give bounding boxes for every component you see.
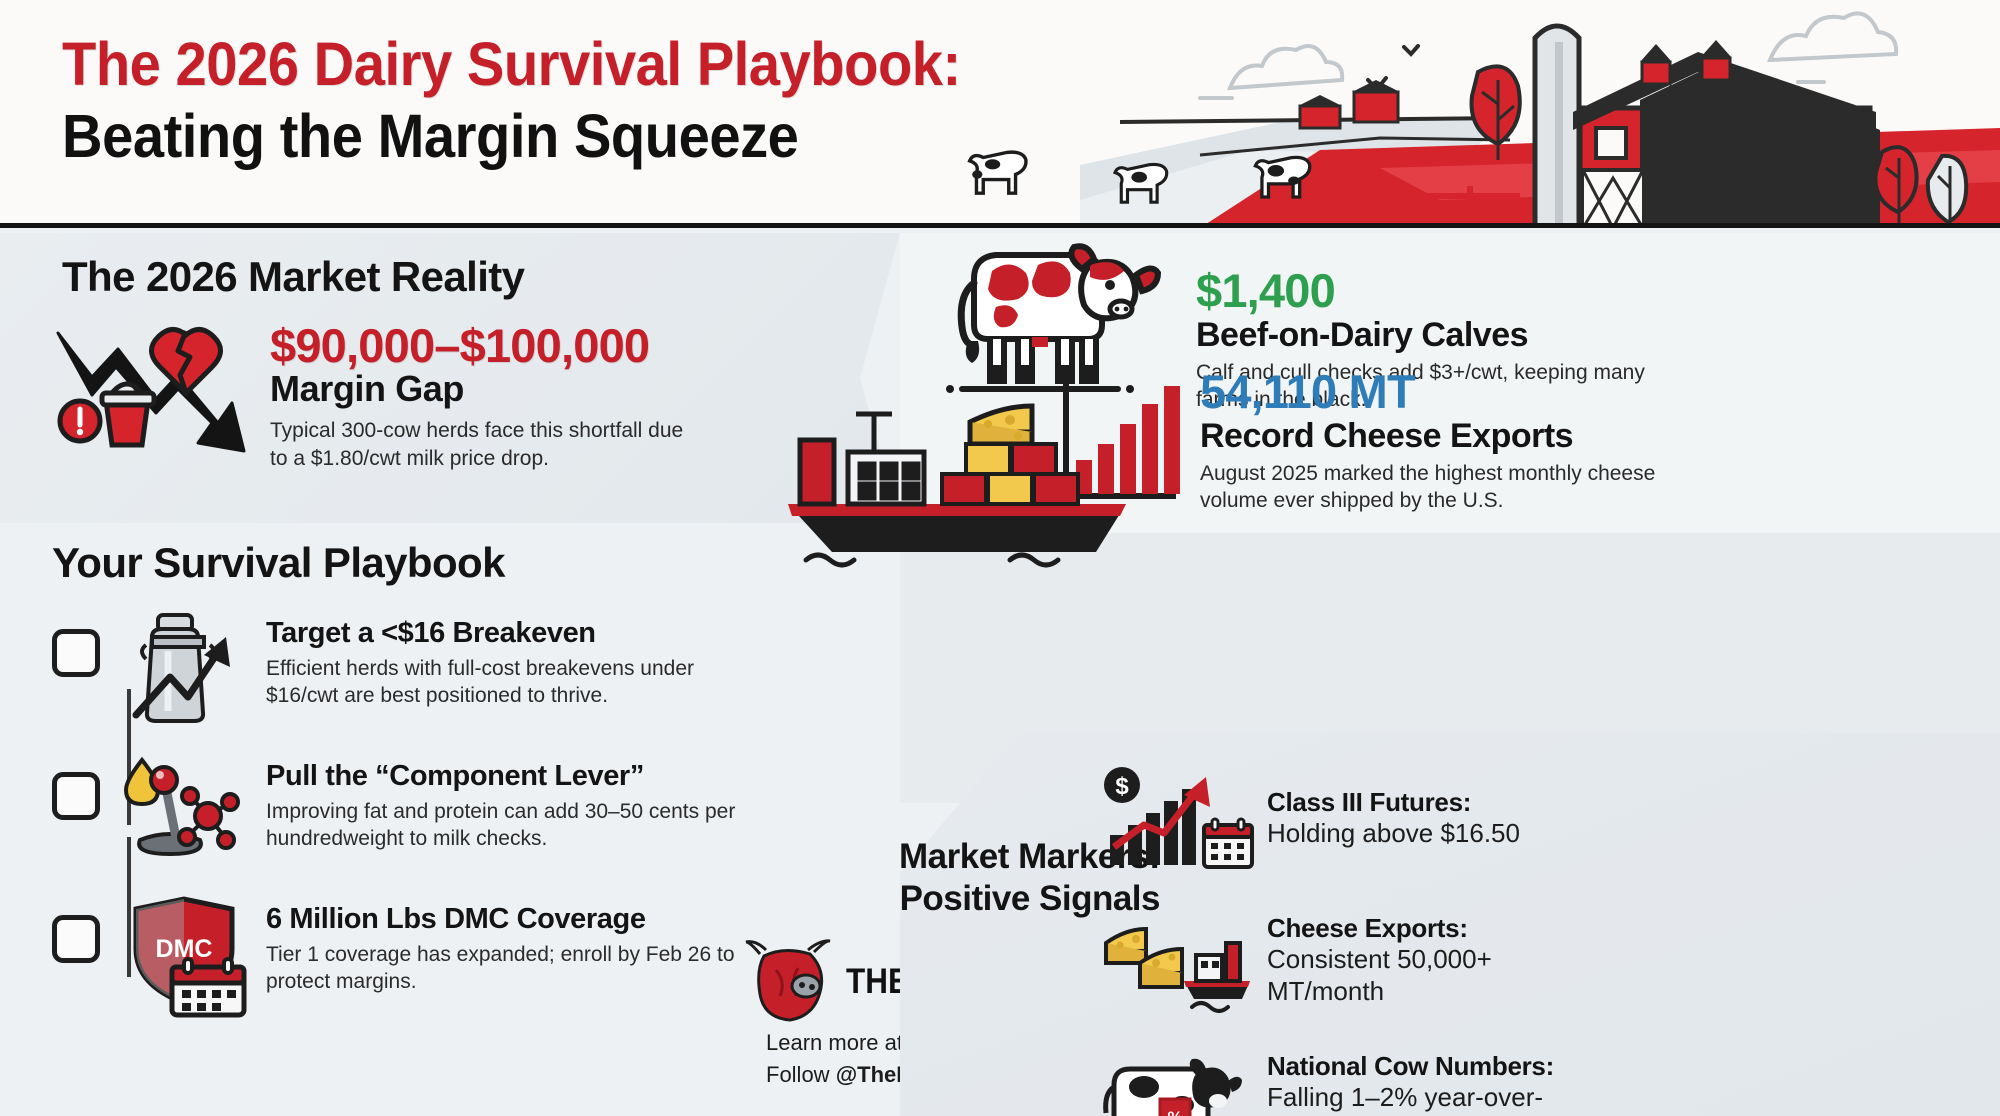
- cargo-ship-cheese-chart-icon: [770, 348, 1190, 568]
- stat-text-beef: $1,400 Beef-on-Dairy Calves Calf and cul…: [1196, 203, 1666, 414]
- stat-description-beef: Calf and cull checks add $3+/cwt, keepin…: [1196, 361, 1645, 412]
- holstein-cow-down-arrow-percent-icon: %: [1100, 1043, 1255, 1116]
- margin-gap-value: $90,000–$100,000: [270, 319, 650, 372]
- svg-text:$: $: [1115, 773, 1129, 800]
- right-column: $1,400 Beef-on-Dairy Calves Calf and cul…: [788, 233, 2000, 1116]
- checklist-connector-2: [127, 837, 131, 977]
- marker-value-0: Holding above $16.50: [1267, 817, 1520, 848]
- learn-more-prefix: Learn more at: [766, 1030, 910, 1055]
- svg-text:DMC: DMC: [156, 935, 213, 963]
- marker-value-1: Consistent 50,000+ MT/month: [1267, 943, 1492, 1006]
- checkbox-component-lever[interactable]: [52, 772, 100, 820]
- marker-text-cheese-exports: Cheese Exports: Consistent 50,000+ MT/mo…: [1267, 913, 1567, 1007]
- marker-label-0: Class III Futures:: [1267, 786, 1472, 817]
- stat-heading-cheese: Record Cheese Exports: [1200, 417, 1574, 455]
- marker-class-iii-futures: $: [1100, 763, 1520, 873]
- stat-cheese-exports: 54,110 MT Record Cheese Exports August 2…: [770, 348, 2000, 568]
- stat-value-beef: $1,400: [1196, 264, 1336, 317]
- market-markers-panel: [900, 733, 2000, 1116]
- marker-value-2: Falling 1–2% year-over-year: [1267, 1081, 1544, 1116]
- marker-label-1: Cheese Exports:: [1267, 912, 1468, 943]
- title-block: The 2026 Dairy Survival Playbook: Beatin…: [62, 30, 1182, 171]
- market-reality-text: $90,000–$100,000 Margin Gap Typical 300-…: [270, 311, 700, 473]
- marker-label-2: National Cow Numbers:: [1267, 1050, 1554, 1081]
- red-holstein-cow-icon: [940, 203, 1170, 403]
- header-banner: The 2026 Dairy Survival Playbook: Beatin…: [0, 0, 2000, 228]
- svg-text:%: %: [1167, 1108, 1182, 1116]
- title-line-2: Beating the Margin Squeeze: [62, 102, 799, 171]
- market-reality-panel: [0, 233, 900, 523]
- farm-illustration: [967, 0, 2000, 223]
- playbook-heading-1: Pull the “Component Lever”: [266, 760, 644, 792]
- falling-arrow-broken-heart-icon: [52, 311, 252, 471]
- playbook-checklist: Target a <$16 Breakeven Efficient herds …: [52, 605, 882, 1034]
- playbook-description-2: Tier 1 coverage has expanded; enroll by …: [266, 943, 735, 994]
- playbook-text-breakeven: Target a <$16 Breakeven Efficient herds …: [266, 605, 736, 710]
- markers-title-line-2: Positive Signals: [899, 879, 1161, 918]
- playbook-description-1: Improving fat and protein can add 30–50 …: [266, 800, 736, 851]
- checkbox-breakeven[interactable]: [52, 629, 100, 677]
- checklist-connector-1: [127, 689, 131, 825]
- stat-heading-beef: Beef-on-Dairy Calves: [1196, 316, 1529, 354]
- playbook-text-dmc-coverage: 6 Million Lbs DMC Coverage Tier 1 covera…: [266, 891, 736, 996]
- follow-prefix: Follow: [766, 1062, 836, 1087]
- playbook-item-dmc-coverage[interactable]: DMC: [52, 891, 882, 1018]
- section-title-market-reality: The 2026 Market Reality: [62, 253, 525, 300]
- cheese-blocks-ship-icon: [1100, 905, 1255, 1015]
- dmc-shield-calendar-icon: DMC: [122, 896, 252, 1018]
- playbook-text-component-lever: Pull the “Component Lever” Improving fat…: [266, 748, 736, 853]
- marker-national-cow-numbers: % National Cow Numbers: Falling 1–2% yea…: [1100, 1043, 1557, 1116]
- left-column: The 2026 Market Reality: [0, 233, 900, 1116]
- playbook-item-breakeven[interactable]: Target a <$16 Breakeven Efficient herds …: [52, 605, 882, 726]
- milk-can-growth-arrow-icon: [122, 611, 252, 726]
- marker-text-class-iii: Class III Futures: Holding above $16.50: [1267, 787, 1520, 850]
- margin-gap-description: Typical 300-cow herds face this shortfal…: [270, 419, 684, 471]
- title-line-1: The 2026 Dairy Survival Playbook:: [62, 30, 961, 98]
- marker-text-cow-numbers: National Cow Numbers: Falling 1–2% year-…: [1267, 1051, 1557, 1116]
- playbook-heading-2: 6 Million Lbs DMC Coverage: [266, 903, 646, 935]
- margin-gap-label: Margin Gap: [270, 368, 465, 410]
- playbook-heading-0: Target a <$16 Breakeven: [266, 617, 596, 649]
- marker-cheese-exports: Cheese Exports: Consistent 50,000+ MT/mo…: [1100, 905, 1567, 1015]
- lever-molecule-droplet-icon: [122, 754, 252, 869]
- market-reality-stat: $90,000–$100,000 Margin Gap Typical 300-…: [52, 311, 872, 473]
- playbook-description-0: Efficient herds with full-cost breakeven…: [266, 657, 694, 708]
- playbook-item-component-lever[interactable]: Pull the “Component Lever” Improving fat…: [52, 748, 882, 869]
- stat-description-cheese: August 2025 marked the highest monthly c…: [1200, 462, 1656, 513]
- red-bull-head-icon: [740, 939, 836, 1024]
- section-title-survival-playbook: Your Survival Playbook: [52, 539, 505, 586]
- stat-text-cheese: 54,110 MT Record Cheese Exports August 2…: [1200, 348, 1700, 515]
- stat-beef-on-dairy: $1,400 Beef-on-Dairy Calves Calf and cul…: [940, 203, 1990, 414]
- checkbox-dmc-coverage[interactable]: [52, 915, 100, 963]
- dollar-rising-chart-calendar-icon: $: [1100, 763, 1255, 873]
- stat-value-cheese: 54,110 MT: [1200, 365, 1416, 418]
